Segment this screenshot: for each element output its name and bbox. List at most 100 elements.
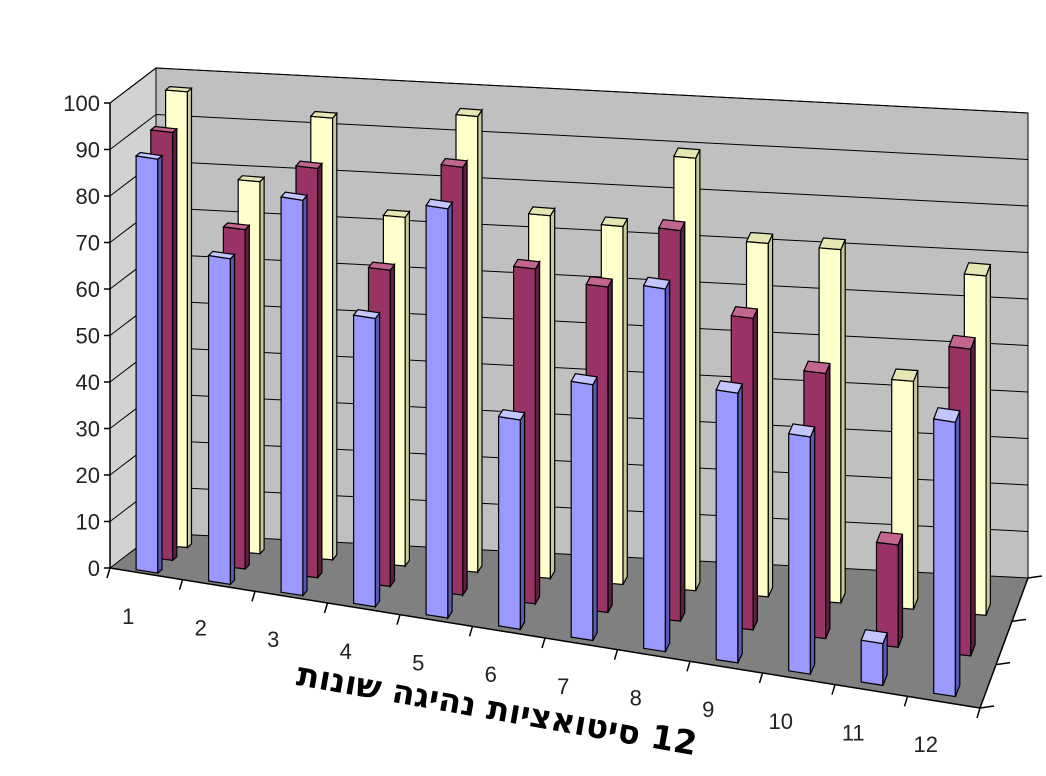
depth-tick-mark	[1011, 618, 1027, 623]
y-tick-label: 50	[76, 324, 100, 349]
bar-front-face	[135, 155, 159, 574]
bar-front-face	[280, 196, 304, 597]
x-tick-label: 12	[914, 732, 938, 757]
bar-side-face	[477, 107, 483, 575]
bar-top-face	[164, 85, 193, 93]
bar-side-face	[404, 209, 410, 568]
y-tick-label: 90	[76, 138, 100, 163]
series-1	[134, 151, 961, 698]
bar-front-face	[860, 639, 884, 687]
bar-side-face	[244, 223, 250, 571]
x-tick-label: 7	[557, 674, 569, 699]
depth-tick-mark	[1027, 575, 1043, 579]
bar-side-face	[389, 262, 396, 589]
bar	[207, 250, 236, 586]
bar-top-face	[382, 209, 411, 218]
bar-top-face	[454, 107, 484, 118]
bar-top-face	[585, 276, 614, 288]
x-tick-mark	[903, 696, 909, 707]
bar-top-face	[745, 231, 774, 245]
depth-axis	[979, 577, 1029, 709]
bar-top-face	[932, 407, 961, 423]
bar-top-face	[948, 334, 976, 350]
bar-side-face	[607, 278, 613, 613]
y-tick-label: 100	[63, 91, 100, 116]
bar-side-face	[462, 158, 468, 598]
bar-side-face	[809, 426, 816, 675]
bar-top-face	[672, 147, 701, 159]
bar-top-face	[787, 423, 816, 438]
bar-side-face	[664, 280, 671, 652]
bar-top-face	[803, 360, 831, 375]
bar-side-face	[679, 221, 686, 622]
bar-top-face	[890, 368, 919, 382]
bar-side-face	[374, 310, 381, 609]
x-tick-label: 9	[702, 697, 714, 722]
bar	[425, 198, 454, 621]
bar-side-face	[332, 111, 338, 562]
bar-side-face	[752, 308, 759, 631]
y-tick-label: 80	[76, 184, 100, 209]
x-tick-label: 1	[122, 604, 134, 629]
bar-top-face	[512, 258, 541, 270]
bar-top-face	[279, 191, 309, 201]
bar	[134, 151, 164, 575]
bar-top-face	[352, 308, 381, 320]
bar-front-face	[788, 433, 812, 675]
x-tick-mark	[468, 626, 474, 637]
bar-front-face	[425, 204, 449, 619]
bar	[875, 531, 904, 648]
bar-top-face	[309, 110, 339, 119]
x-tick-mark	[686, 661, 691, 672]
x-tick-mark	[613, 649, 619, 660]
bar-side-face	[447, 200, 453, 621]
x-tick-label: 3	[267, 627, 279, 652]
bar-side-face	[157, 154, 163, 575]
bar-top-face	[600, 216, 629, 228]
bar-top-face	[818, 237, 847, 251]
bar-top-face	[207, 250, 236, 260]
x-tick-label: 4	[340, 639, 352, 664]
bar-front-face	[570, 380, 594, 642]
bar-top-face	[642, 276, 671, 290]
bar-top-face	[222, 222, 251, 231]
y-tick-label: 70	[76, 231, 100, 256]
bar-side-face	[985, 264, 992, 616]
y-tick-label: 60	[76, 277, 100, 302]
x-tick-label: 5	[412, 651, 424, 676]
bar-top-face	[440, 157, 469, 168]
y-tick-label: 0	[88, 556, 100, 581]
bar-top-face	[425, 198, 454, 210]
bar-top-face	[236, 175, 266, 183]
x-tick-mark	[323, 602, 329, 614]
x-tick-mark	[396, 614, 401, 625]
bar-top-face	[134, 151, 164, 160]
bar	[279, 191, 309, 598]
bar-side-face	[825, 363, 831, 639]
bar-side-face	[767, 233, 774, 598]
y-tick-label: 10	[76, 510, 100, 535]
bar-side-face	[172, 127, 178, 562]
y-tick-label: 30	[76, 417, 100, 442]
bar	[642, 276, 671, 653]
x-tick-mark	[251, 591, 256, 602]
bar-top-face	[875, 531, 904, 546]
bar-side-face	[954, 410, 961, 697]
bar-side-face	[840, 239, 846, 604]
bar-front-face	[715, 389, 739, 664]
bar-side-face	[186, 86, 193, 549]
bar-top-face	[527, 206, 556, 217]
bar	[570, 373, 599, 642]
bar-side-face	[912, 370, 919, 610]
bar-front-face	[498, 415, 522, 631]
bar-top-face	[497, 409, 526, 421]
bar	[497, 409, 526, 632]
x-tick-label: 11	[842, 721, 865, 746]
bar-side-face	[592, 376, 598, 641]
x-tick-mark	[831, 684, 836, 695]
bar-front-face	[933, 418, 957, 698]
bar-top-face	[860, 629, 889, 645]
bar-side-face	[317, 161, 323, 580]
x-tick-label: 10	[769, 709, 793, 734]
